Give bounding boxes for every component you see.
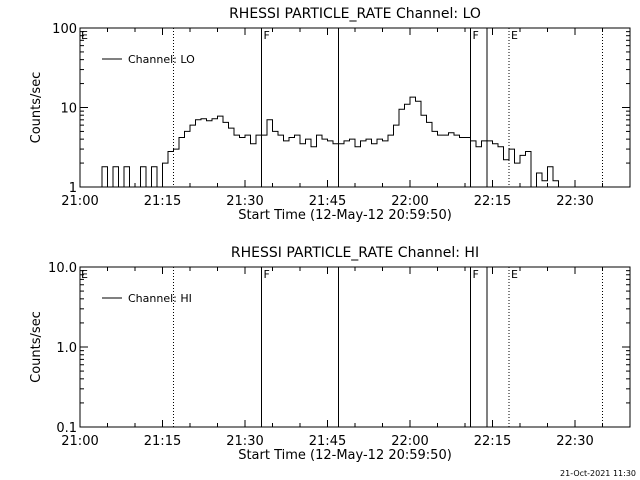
chart-0-y-tick-label: 100	[52, 22, 77, 37]
chart-0-y-tick-label: 1	[69, 181, 77, 196]
chart-0-x-tick-label: 21:45	[309, 194, 346, 209]
lo-channel-panel: RHESSI PARTICLE_RATE Channel: LO 21:00 21:…	[29, 6, 631, 223]
chart-0-y-tick-label: 10	[60, 102, 77, 117]
chart-0-x-tick-label: 22:00	[391, 194, 428, 209]
footer-timestamp: 21-Oct-2021 11:30	[560, 469, 636, 478]
chart-0-series-line	[96, 96, 603, 188]
chart-1-x-tick-label: 22:30	[556, 434, 593, 449]
hi-channel-panel: RHESSI PARTICLE_RATE Channel: HI 21:00 21:…	[29, 245, 631, 463]
chart-1-marker-label: E	[511, 268, 518, 281]
chart-1-x-tick-label: 21:30	[226, 434, 263, 449]
chart-1-x-tick-label: 21:00	[61, 434, 98, 449]
chart-0-title: RHESSI PARTICLE_RATE Channel: LO	[229, 6, 481, 22]
chart-0-x-tick-label: 22:15	[474, 194, 511, 209]
chart-1-title: RHESSI PARTICLE_RATE Channel: HI	[231, 245, 479, 261]
chart-1-y-tick-label: 0.1	[56, 421, 77, 436]
chart-1-x-tick-label: 21:15	[144, 434, 181, 449]
chart-0-marker-label: F	[264, 29, 270, 42]
chart-1-x-tick-label: 21:45	[309, 434, 346, 449]
chart-1-marker-label: F	[473, 268, 479, 281]
chart-1-x-axis-title: Start Time (12-May-12 20:59:50)	[238, 448, 452, 463]
chart-1-y-tick-label: 10.0	[48, 261, 77, 276]
chart-0-marker-label: E	[511, 29, 518, 42]
chart-1-plot-frame	[79, 266, 631, 428]
chart-1-start-marker-label: E	[81, 268, 88, 281]
chart-1-x-tick-label: 22:00	[391, 434, 428, 449]
chart-1-marker-label: F	[264, 268, 270, 281]
chart-0-x-tick-label: 22:30	[556, 194, 593, 209]
chart-0-x-tick-label: 21:30	[226, 194, 263, 209]
chart-1-y-tick-label: 1.0	[56, 341, 77, 356]
chart-1-x-tick-label: 22:15	[474, 434, 511, 449]
chart-1-legend-label: Channel: HI	[128, 292, 192, 305]
chart-0-x-axis-title: Start Time (12-May-12 20:59:50)	[238, 208, 452, 223]
chart-0-legend-label: Channel: LO	[128, 53, 195, 66]
chart-0-y-axis-title: Counts/sec	[29, 72, 44, 144]
chart-0-x-tick-label: 21:00	[61, 194, 98, 209]
chart-0-x-tick-label: 21:15	[144, 194, 181, 209]
chart-1-y-axis-title: Counts/sec	[29, 311, 44, 383]
chart-0-marker-label: F	[473, 29, 479, 42]
chart-0-start-marker-label: E	[81, 29, 88, 42]
